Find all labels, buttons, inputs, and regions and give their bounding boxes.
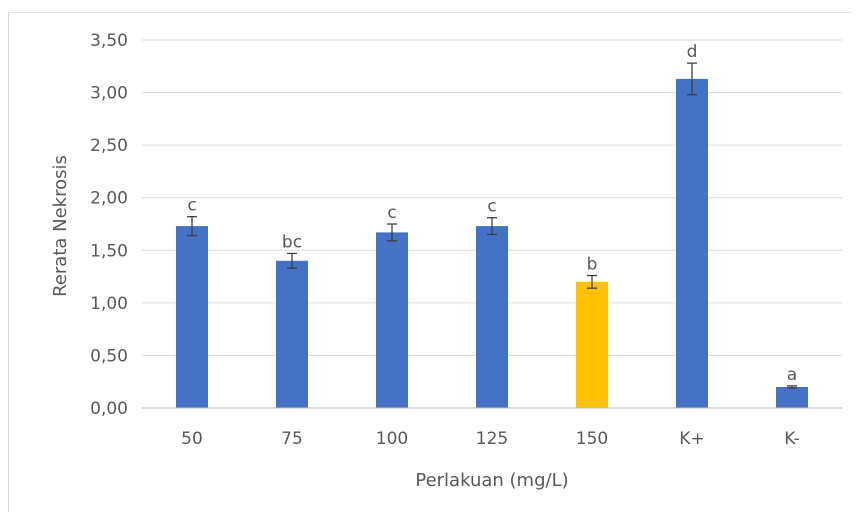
- significance-label: c: [487, 197, 496, 217]
- y-tick-label: 1,50: [90, 241, 128, 261]
- significance-label: c: [187, 196, 196, 216]
- error-bars: [187, 62, 797, 389]
- y-tick-label: 2,50: [90, 136, 128, 156]
- significance-label: d: [687, 42, 698, 62]
- x-tick-label: 75: [281, 429, 303, 449]
- chart-frame: [8, 12, 853, 512]
- y-tick-label: 3,00: [90, 84, 128, 104]
- significance-label: a: [787, 365, 797, 385]
- x-tick-label: K-: [784, 429, 800, 449]
- bar-kplus: [676, 78, 708, 408]
- y-axis-ticks: 0,00 0,50 1,00 1,50 2,00 2,50 3,00 3,50: [90, 31, 128, 419]
- bars: [176, 78, 808, 408]
- y-tick-label: 1,00: [90, 294, 128, 314]
- bar-kminus: [776, 386, 808, 408]
- x-tick-label: K+: [679, 429, 704, 449]
- significance-labels: c bc c c b d a: [187, 42, 797, 385]
- x-tick-label: 125: [476, 429, 508, 449]
- y-tick-label: 0,00: [90, 399, 128, 419]
- y-tick-label: 3,50: [90, 31, 128, 51]
- significance-label: c: [387, 203, 396, 223]
- bar-125: [476, 226, 508, 408]
- x-axis-ticks: 50 75 100 125 150 K+ K-: [181, 429, 800, 449]
- bar-75: [276, 260, 308, 408]
- y-axis-label: Rerata Nekrosis: [50, 155, 71, 297]
- x-tick-label: 50: [181, 429, 203, 449]
- bar-150: [576, 281, 608, 408]
- x-tick-label: 100: [376, 429, 408, 449]
- y-tick-label: 2,00: [90, 189, 128, 209]
- bar-100: [376, 232, 408, 408]
- bar-50: [176, 226, 208, 408]
- x-axis-label: Perlakuan (mg/L): [415, 470, 568, 491]
- significance-label: b: [587, 255, 598, 275]
- x-tick-label: 150: [576, 429, 608, 449]
- significance-label: bc: [282, 232, 302, 252]
- y-tick-label: 0,50: [90, 346, 128, 366]
